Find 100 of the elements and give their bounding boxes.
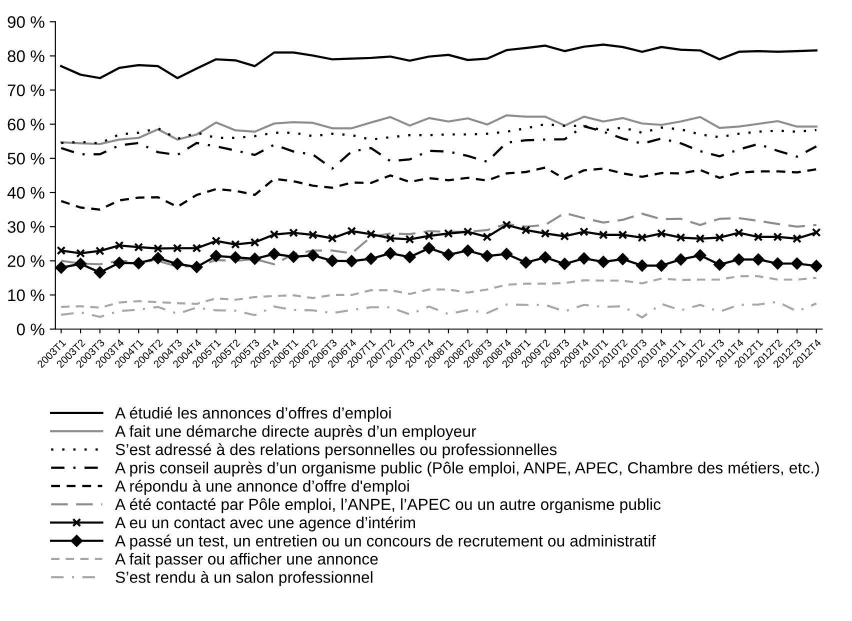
point bbox=[558, 258, 571, 270]
point bbox=[638, 233, 647, 242]
point bbox=[56, 246, 66, 256]
point bbox=[171, 258, 184, 270]
y-tick-label: 70 % bbox=[8, 84, 44, 96]
point bbox=[347, 226, 356, 236]
point bbox=[656, 260, 668, 272]
point bbox=[520, 256, 532, 268]
point bbox=[502, 220, 512, 230]
line-series bbox=[60, 166, 818, 211]
point bbox=[616, 253, 629, 266]
point bbox=[696, 234, 705, 244]
point bbox=[289, 228, 298, 238]
point bbox=[250, 238, 260, 247]
point bbox=[328, 234, 337, 243]
point bbox=[810, 260, 822, 272]
point bbox=[462, 244, 474, 257]
point bbox=[405, 234, 414, 244]
point bbox=[540, 228, 550, 238]
point bbox=[791, 258, 803, 270]
legend-label: A fait passer ou afficher une annonce bbox=[115, 552, 378, 568]
line-series bbox=[60, 114, 818, 146]
point bbox=[288, 250, 300, 263]
point bbox=[346, 255, 358, 268]
point bbox=[132, 257, 145, 270]
point bbox=[248, 252, 261, 265]
point bbox=[95, 246, 104, 256]
point bbox=[754, 232, 763, 242]
point bbox=[598, 230, 608, 240]
legend-label: A passé un test, un entretien ou un concours de recrutement ou administratif bbox=[115, 534, 656, 550]
legend-label: A été contacté par Pôle emploi, l’ANPE, l’APEC ou un autre organisme public bbox=[115, 498, 661, 514]
point bbox=[270, 230, 279, 240]
line-series bbox=[60, 300, 818, 319]
y-tick-label: 90 % bbox=[8, 16, 44, 28]
point bbox=[423, 242, 436, 254]
point bbox=[210, 250, 222, 262]
point bbox=[152, 252, 164, 264]
point bbox=[732, 254, 745, 266]
point bbox=[190, 261, 203, 273]
point bbox=[463, 227, 472, 236]
legend-label: A fait une démarche directe auprès d’un employeur bbox=[115, 425, 476, 440]
point bbox=[212, 236, 221, 246]
y-tick-label: 80 % bbox=[8, 50, 44, 62]
point bbox=[55, 262, 68, 274]
point bbox=[714, 258, 726, 271]
point bbox=[74, 258, 87, 270]
point bbox=[442, 248, 454, 261]
legend-label: A eu un contact avec une agence d’intérim bbox=[115, 516, 415, 532]
point bbox=[734, 228, 744, 238]
line-series bbox=[60, 44, 818, 80]
point bbox=[618, 230, 628, 240]
point bbox=[424, 231, 434, 240]
point bbox=[792, 234, 802, 244]
point bbox=[812, 228, 821, 237]
point bbox=[113, 256, 126, 269]
legend-label: A pris conseil auprès d’un organisme public (Pôle emploi, ANPE, APEC, Chambre des métiers, etc.) bbox=[115, 462, 819, 477]
point bbox=[366, 230, 376, 239]
line-series bbox=[60, 125, 818, 170]
point bbox=[482, 232, 492, 242]
point bbox=[404, 251, 416, 264]
point bbox=[579, 227, 589, 236]
legend-label: A étudié les annonces d’offres d’emploi bbox=[115, 406, 391, 422]
point bbox=[365, 252, 377, 265]
line-series bbox=[60, 275, 818, 309]
y-tick-label: 0 % bbox=[16, 324, 44, 336]
point bbox=[500, 248, 513, 260]
point bbox=[386, 234, 395, 243]
point bbox=[306, 249, 319, 262]
point bbox=[134, 242, 144, 252]
point bbox=[560, 232, 570, 241]
point bbox=[676, 233, 686, 242]
y-tick-label: 20 % bbox=[8, 255, 44, 268]
point bbox=[94, 266, 106, 278]
point bbox=[773, 232, 782, 242]
point bbox=[597, 256, 610, 268]
y-tick-label: 40 % bbox=[7, 186, 44, 199]
point bbox=[715, 233, 724, 242]
legend-label: A répondu à une annonce d’offre d'emploi bbox=[115, 480, 409, 495]
point bbox=[772, 258, 784, 270]
point bbox=[521, 226, 530, 235]
point bbox=[674, 254, 687, 266]
point bbox=[578, 252, 590, 264]
point bbox=[444, 228, 453, 238]
point bbox=[172, 244, 182, 253]
point bbox=[308, 230, 318, 240]
y-tick-label: 50 % bbox=[8, 152, 44, 165]
point bbox=[268, 248, 280, 260]
y-tick-label: 30 % bbox=[8, 221, 44, 233]
point bbox=[114, 240, 124, 250]
y-tick-label: 10 % bbox=[8, 289, 44, 302]
y-tick-label: 60 % bbox=[8, 118, 44, 130]
point bbox=[153, 244, 163, 254]
point bbox=[326, 254, 338, 267]
point bbox=[192, 244, 202, 253]
point bbox=[384, 247, 396, 260]
point bbox=[230, 240, 240, 249]
point bbox=[481, 250, 494, 262]
point bbox=[230, 251, 242, 264]
legend-label: S’est adressé à des relations personnelles ou professionnelles bbox=[116, 443, 557, 458]
point bbox=[752, 254, 764, 266]
